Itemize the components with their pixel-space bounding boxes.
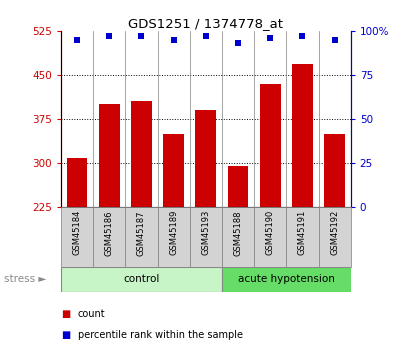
- Text: count: count: [78, 309, 105, 319]
- Text: percentile rank within the sample: percentile rank within the sample: [78, 330, 243, 339]
- Bar: [222, 207, 254, 267]
- Bar: [195, 110, 216, 207]
- Bar: [93, 207, 125, 267]
- Title: GDS1251 / 1374778_at: GDS1251 / 1374778_at: [128, 17, 284, 30]
- Bar: [99, 104, 120, 207]
- Bar: [286, 207, 318, 267]
- Bar: [292, 65, 313, 207]
- Bar: [260, 84, 281, 207]
- Bar: [254, 207, 286, 267]
- Point: [267, 35, 273, 41]
- Text: GSM45193: GSM45193: [201, 210, 210, 255]
- Text: GSM45184: GSM45184: [73, 210, 81, 255]
- Bar: [158, 207, 190, 267]
- Point: [74, 37, 80, 43]
- Text: ■: ■: [61, 309, 70, 319]
- Bar: [61, 267, 222, 292]
- Text: GSM45191: GSM45191: [298, 210, 307, 255]
- Text: GSM45188: GSM45188: [234, 210, 242, 256]
- Bar: [318, 207, 351, 267]
- Text: GSM45192: GSM45192: [330, 210, 339, 255]
- Point: [138, 33, 145, 39]
- Bar: [61, 207, 93, 267]
- Text: GSM45187: GSM45187: [137, 210, 146, 256]
- Point: [170, 37, 177, 43]
- Point: [331, 37, 338, 43]
- Point: [202, 33, 209, 39]
- Text: acute hypotension: acute hypotension: [238, 275, 335, 284]
- Bar: [163, 134, 184, 207]
- Text: GSM45190: GSM45190: [266, 210, 275, 255]
- Text: control: control: [123, 275, 160, 284]
- Point: [235, 41, 242, 46]
- Text: ■: ■: [61, 330, 70, 339]
- Bar: [324, 134, 345, 207]
- Text: stress ►: stress ►: [4, 275, 47, 284]
- Text: GSM45189: GSM45189: [169, 210, 178, 255]
- Bar: [190, 207, 222, 267]
- Bar: [131, 101, 152, 207]
- Point: [299, 33, 306, 39]
- Bar: [222, 267, 351, 292]
- Bar: [66, 158, 87, 207]
- Bar: [125, 207, 158, 267]
- Point: [106, 33, 113, 39]
- Text: GSM45186: GSM45186: [105, 210, 114, 256]
- Bar: [228, 166, 249, 207]
